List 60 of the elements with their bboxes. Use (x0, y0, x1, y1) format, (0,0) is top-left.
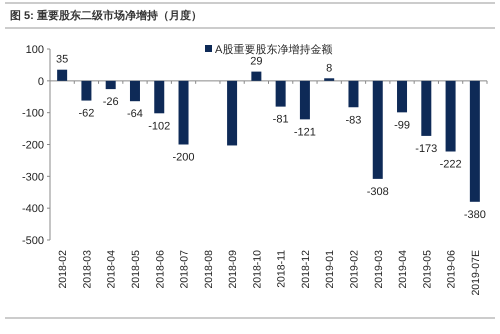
data-label: 8 (326, 62, 332, 74)
bar (470, 80, 480, 202)
x-tick-label: 2018-05 (130, 250, 142, 289)
bar (446, 80, 456, 152)
bar (300, 80, 310, 120)
x-tick-label: 2018-02 (57, 250, 70, 289)
bar (251, 72, 262, 81)
bar (372, 80, 383, 179)
x-tick-label: 2019-01 (324, 250, 336, 289)
data-label: -102 (148, 120, 170, 132)
x-tick-label: 2019-04 (397, 250, 410, 289)
data-label: 35 (56, 54, 68, 66)
y-tick-label: -200 (22, 140, 44, 152)
data-label: -81 (272, 114, 289, 126)
legend-label: A股重要股东净增持金额 (215, 43, 332, 56)
data-label: -99 (394, 119, 410, 132)
bar (421, 80, 432, 136)
y-tick-label: 0 (38, 76, 44, 88)
data-label: -121 (294, 126, 316, 138)
data-label: -380 (464, 208, 486, 221)
x-tick-label: 2018-04 (106, 250, 118, 289)
x-tick-label: 2018-06 (154, 250, 166, 289)
bar (227, 80, 238, 146)
x-tick-label: 2019-06 (446, 250, 458, 289)
bar (324, 78, 334, 81)
bar (81, 80, 92, 101)
bar (154, 80, 164, 114)
data-label: -222 (440, 158, 462, 171)
y-tick-label: -400 (22, 203, 44, 216)
x-tick-label: 2019-05 (421, 250, 434, 289)
x-tick-label: 2018-10 (251, 250, 264, 289)
data-label: -62 (78, 108, 94, 120)
data-label: -308 (366, 186, 389, 198)
data-label: -83 (346, 114, 362, 126)
data-label: -200 (172, 152, 195, 164)
bar (178, 80, 189, 144)
x-tick-label: 2018-12 (300, 250, 312, 289)
x-tick-label: 2018-08 (202, 250, 215, 289)
x-tick-label: 2019-07E (470, 250, 482, 296)
x-tick-label: 2019-03 (372, 250, 385, 289)
bar (130, 80, 140, 102)
bar (348, 80, 358, 108)
data-label: -64 (127, 108, 143, 120)
chart-title: 图 5: 重要股东二级市场净增持（月度） (10, 9, 202, 22)
y-tick-label: -300 (22, 171, 44, 184)
x-tick-label: 2018-03 (81, 250, 94, 289)
x-tick-label: 2018-07 (178, 250, 191, 289)
x-tick-label: 2018-11 (276, 250, 288, 288)
x-tick-label: 2018-09 (227, 250, 240, 289)
bar (276, 80, 286, 107)
y-tick-label: -500 (22, 235, 44, 247)
data-label: -26 (102, 96, 119, 108)
data-label: -173 (415, 142, 438, 155)
bar (397, 80, 408, 112)
x-tick-label: 2019-02 (348, 250, 360, 289)
y-tick-label: -100 (22, 108, 44, 120)
y-tick-label: 100 (26, 44, 44, 56)
data-label: 29 (250, 56, 262, 68)
bar (57, 70, 68, 81)
bar (106, 80, 116, 90)
